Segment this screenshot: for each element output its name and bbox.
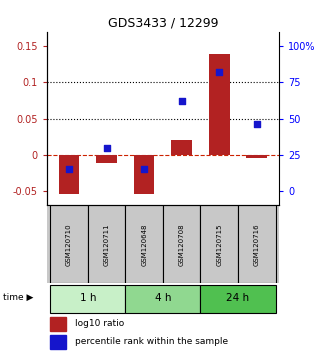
FancyBboxPatch shape: [126, 285, 200, 314]
Text: time ▶: time ▶: [3, 293, 34, 302]
Bar: [134, 155, 154, 194]
Point: [179, 98, 184, 104]
Text: GSM120715: GSM120715: [216, 223, 222, 266]
FancyBboxPatch shape: [200, 285, 275, 314]
FancyBboxPatch shape: [238, 205, 275, 283]
Text: GSM120708: GSM120708: [179, 223, 185, 266]
Point: [254, 121, 259, 127]
Text: 24 h: 24 h: [226, 292, 249, 303]
Bar: [247, 155, 267, 158]
FancyBboxPatch shape: [126, 205, 163, 283]
Text: GSM120710: GSM120710: [66, 223, 72, 266]
Point: [66, 166, 72, 172]
Bar: [171, 140, 192, 155]
Text: GSM120648: GSM120648: [141, 223, 147, 266]
FancyBboxPatch shape: [50, 285, 126, 314]
Title: GDS3433 / 12299: GDS3433 / 12299: [108, 16, 218, 29]
FancyBboxPatch shape: [50, 205, 88, 283]
Text: 1 h: 1 h: [80, 292, 96, 303]
Point: [104, 145, 109, 150]
FancyBboxPatch shape: [200, 205, 238, 283]
Text: percentile rank within the sample: percentile rank within the sample: [75, 337, 229, 346]
Point: [217, 69, 222, 75]
Text: 4 h: 4 h: [155, 292, 171, 303]
FancyBboxPatch shape: [163, 205, 200, 283]
FancyBboxPatch shape: [88, 205, 126, 283]
Bar: [96, 155, 117, 164]
Bar: [209, 53, 230, 155]
Point: [142, 166, 147, 172]
Text: GSM120711: GSM120711: [104, 223, 109, 266]
Text: GSM120716: GSM120716: [254, 223, 260, 266]
Bar: [59, 155, 79, 194]
Text: log10 ratio: log10 ratio: [75, 319, 125, 329]
